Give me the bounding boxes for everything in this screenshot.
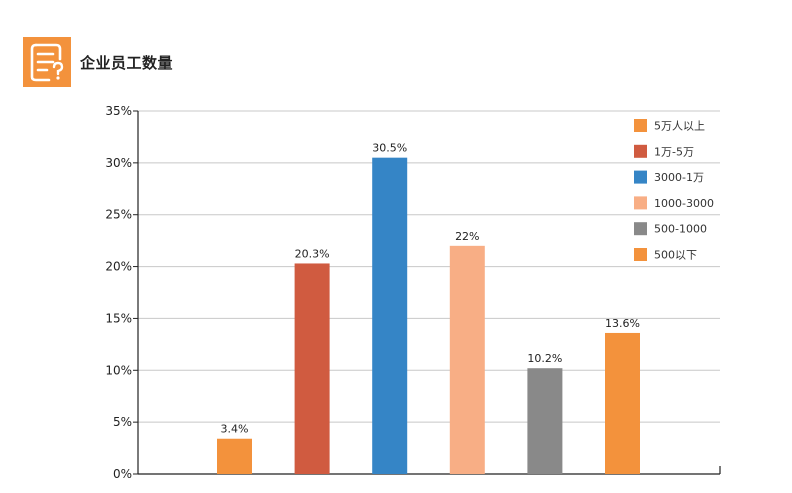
bar bbox=[217, 438, 252, 474]
legend-swatch bbox=[634, 170, 647, 184]
y-tick-label: 35% bbox=[105, 104, 132, 118]
legend-swatch bbox=[634, 248, 647, 261]
bar-value-label: 3.4% bbox=[221, 423, 249, 436]
bar bbox=[449, 245, 485, 474]
legend-swatch bbox=[634, 222, 647, 236]
y-tick-label: 5% bbox=[113, 415, 132, 429]
legend-swatch bbox=[634, 144, 647, 158]
bar bbox=[527, 368, 563, 474]
legend-entry: 1万-5万 bbox=[654, 145, 694, 158]
y-tick-label: 10% bbox=[105, 363, 132, 377]
bar bbox=[605, 332, 640, 474]
legend-swatch bbox=[634, 196, 647, 210]
y-tick-label: 25% bbox=[105, 208, 132, 222]
legend-entry: 3000-1万 bbox=[654, 171, 704, 184]
document-question-icon bbox=[23, 37, 71, 87]
legend-entry: 5万人以上 bbox=[654, 120, 705, 133]
y-tick-label: 20% bbox=[105, 260, 132, 274]
bar-value-label: 10.2% bbox=[527, 352, 562, 365]
legend-entry: 500-1000 bbox=[654, 223, 707, 236]
bar bbox=[294, 263, 330, 474]
bar-value-label: 13.6% bbox=[605, 317, 640, 330]
y-tick-label: 0% bbox=[113, 467, 132, 481]
bar-value-label: 22% bbox=[455, 230, 479, 243]
bar-value-label: 30.5% bbox=[372, 142, 407, 155]
legend-swatch bbox=[634, 119, 647, 132]
legend-entry: 500以下 bbox=[654, 249, 697, 262]
page-title: 企业员工数量 bbox=[80, 54, 174, 72]
bar bbox=[372, 157, 408, 474]
y-tick-label: 30% bbox=[105, 156, 132, 170]
bar-value-label: 20.3% bbox=[295, 247, 330, 260]
y-tick-label: 15% bbox=[105, 311, 132, 325]
legend-entry: 1000-3000 bbox=[654, 197, 714, 210]
